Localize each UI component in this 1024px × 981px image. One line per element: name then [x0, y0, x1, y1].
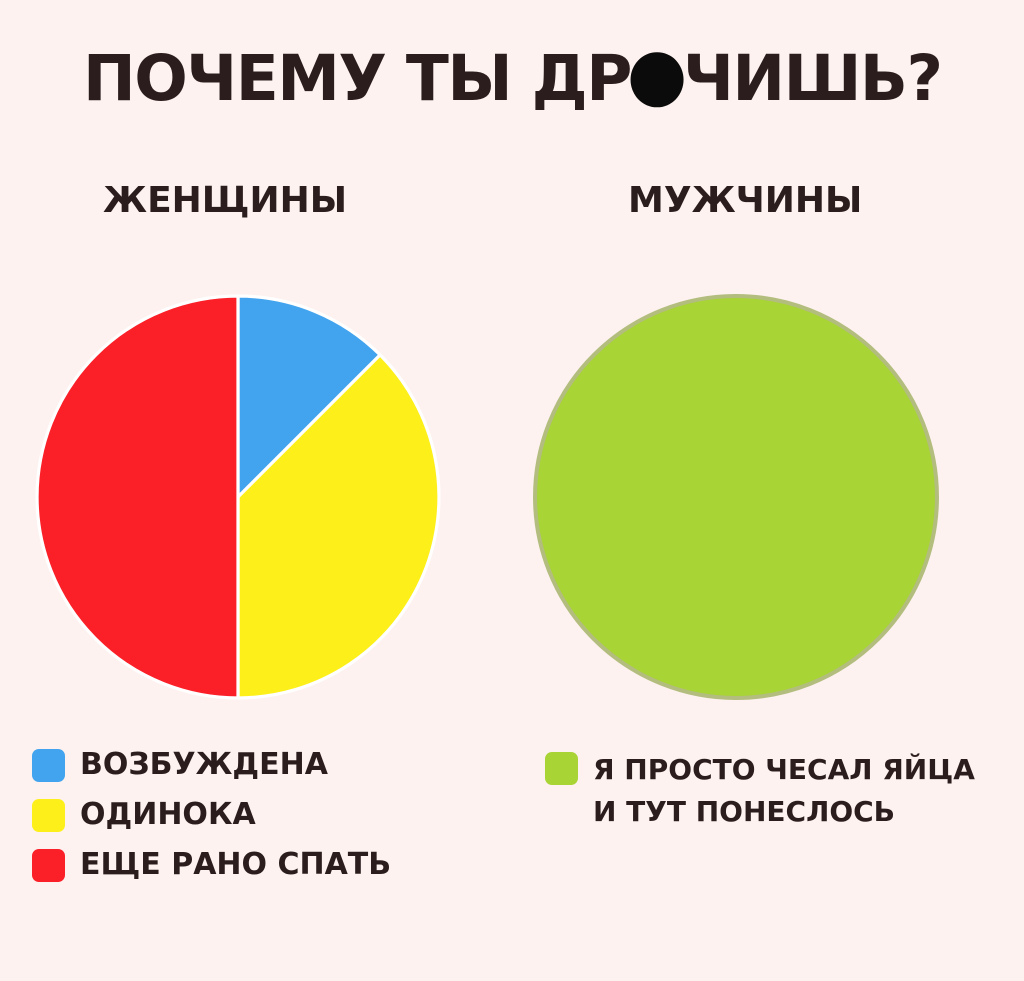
legend-swatch-blue	[32, 748, 65, 782]
pie-slice-0	[533, 294, 939, 700]
title-text-before: ПОЧЕМУ ТЫ ДР	[83, 42, 632, 115]
legend-item-too-early: ЕЩЕ РАНО СПАТЬ	[32, 848, 391, 882]
legend-women: ВОЗБУЖДЕНА ОДИНОКА ЕЩЕ РАНО СПАТЬ	[32, 748, 391, 898]
chart-heading-women: ЖЕНЩИНЫ	[103, 180, 348, 221]
pie-slice-1	[236, 353, 441, 700]
legend-swatch-green	[545, 752, 578, 785]
legend-swatch-yellow	[32, 798, 65, 832]
page-title: ПОЧЕМУ ТЫ ДРОЧИШЬ?	[83, 42, 943, 115]
pie-slice-0	[236, 294, 382, 499]
censored-letter-wrap: О	[630, 44, 684, 113]
pie-slice-2	[35, 294, 240, 700]
legend-swatch-red	[32, 848, 65, 882]
legend-label-aroused: ВОЗБУЖДЕНА	[80, 747, 328, 782]
legend-item-lonely: ОДИНОКА	[32, 798, 391, 832]
legend-label-men: Я ПРОСТО ЧЕСАЛ ЯЙЦА И ТУТ ПОНЕСЛОСЬ	[593, 753, 975, 828]
pie-chart-women	[35, 294, 441, 700]
legend-label-too-early: ЕЩЕ РАНО СПАТЬ	[80, 847, 392, 882]
legend-men: Я ПРОСТО ЧЕСАЛ ЯЙЦА И ТУТ ПОНЕСЛОСЬ	[545, 752, 993, 849]
pie-chart-men	[533, 294, 939, 700]
legend-item-aroused: ВОЗБУЖДЕНА	[32, 748, 391, 782]
chart-heading-men: МУЖЧИНЫ	[628, 180, 863, 221]
title-text-after: ЧИШЬ?	[682, 42, 943, 115]
legend-item-men: Я ПРОСТО ЧЕСАЛ ЯЙЦА И ТУТ ПОНЕСЛОСЬ	[545, 752, 993, 833]
legend-label-lonely: ОДИНОКА	[80, 797, 256, 832]
censor-dot	[630, 52, 684, 108]
